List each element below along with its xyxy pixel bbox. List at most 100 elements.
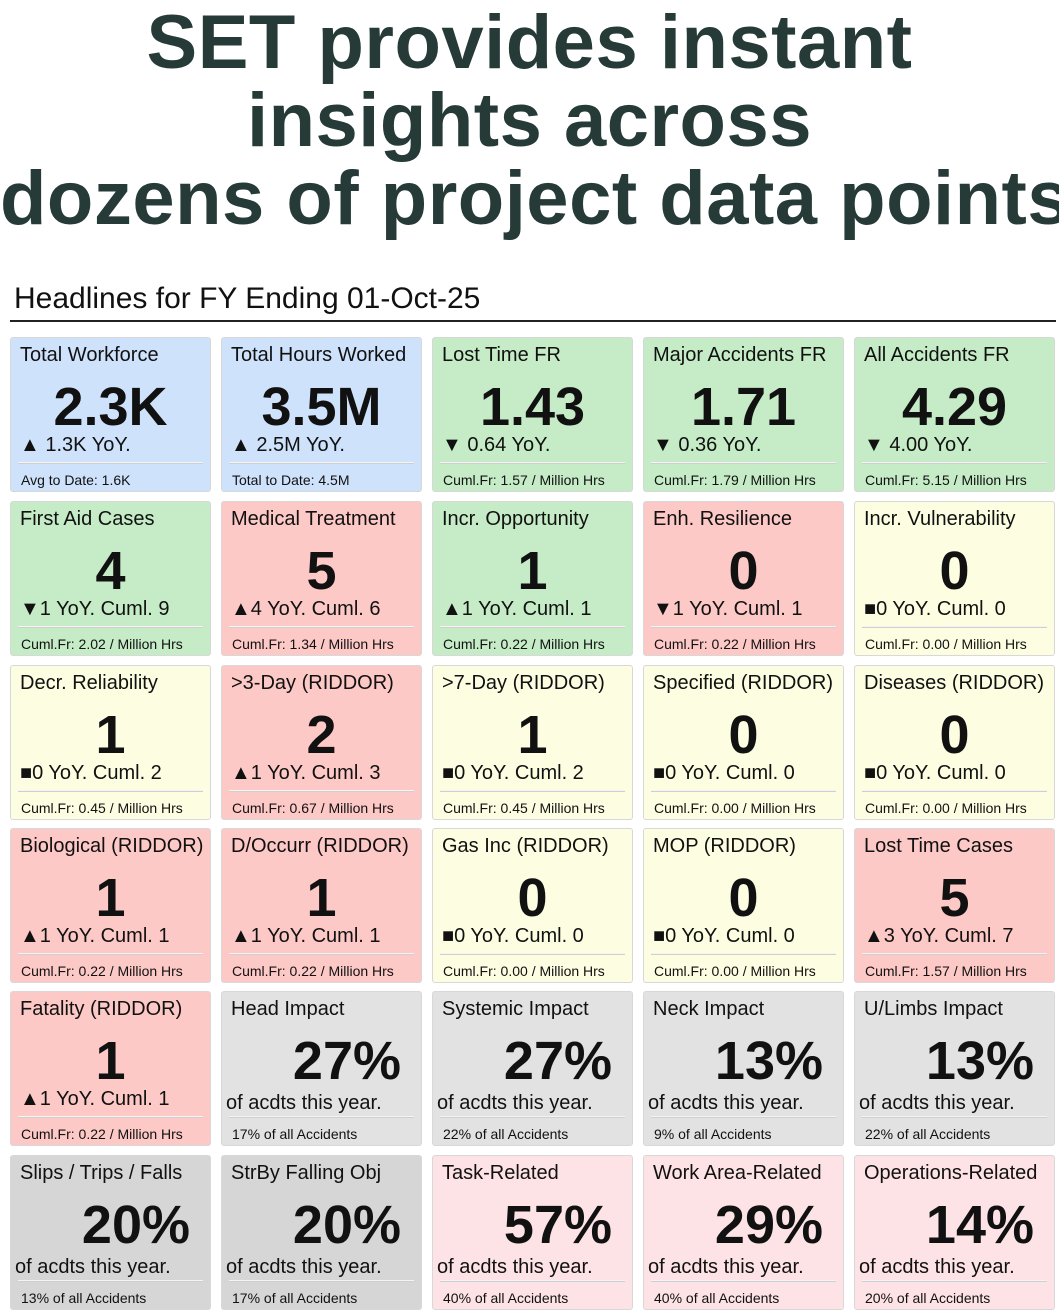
kpi-card-title: Decr. Reliability [20, 672, 158, 694]
kpi-card-title: First Aid Cases [20, 508, 155, 530]
kpi-card-divider [440, 1116, 625, 1118]
kpi-card[interactable]: U/Limbs Impact 13% of acdts this year. 22% … [854, 991, 1055, 1146]
kpi-card[interactable]: Specified (RIDDOR) 0 ■0 YoY. Cuml. 0 Cuml.F… [643, 665, 844, 820]
kpi-card-divider [18, 1116, 203, 1118]
kpi-card-footnote: 40% of all Accidents [654, 1290, 780, 1306]
hero-line-3: dozens of project data points. [0, 156, 1059, 241]
kpi-card-divider [862, 626, 1047, 628]
kpi-card-title: Task-Related [442, 1162, 559, 1184]
kpi-card[interactable]: Fatality (RIDDOR) 1 ▲1 YoY. Cuml. 1 Cuml.Fr… [10, 991, 211, 1146]
kpi-card[interactable]: Neck Impact 13% of acdts this year. 9% of a… [643, 991, 844, 1146]
kpi-card-footnote: Cuml.Fr: 0.00 / Million Hrs [443, 963, 605, 979]
kpi-card-delta: ▲ 2.5M YoY. [231, 434, 345, 456]
kpi-card[interactable]: Biological (RIDDOR) 1 ▲1 YoY. Cuml. 1 Cuml.… [10, 828, 211, 983]
kpi-card[interactable]: Slips / Trips / Falls 20% of acdts this ye… [10, 1155, 211, 1310]
kpi-card-delta: ■0 YoY. Cuml. 2 [20, 762, 162, 784]
kpi-card-divider [862, 790, 1047, 792]
kpi-card-delta: ▲1 YoY. Cuml. 1 [231, 925, 381, 947]
kpi-card-footnote: Cuml.Fr: 0.67 / Million Hrs [232, 800, 394, 816]
kpi-card[interactable]: Total Hours Worked 3.5M ▲ 2.5M YoY. Total t… [221, 337, 422, 492]
kpi-card-delta: ▼ 4.00 YoY. [864, 434, 973, 456]
kpi-card-footnote: Cuml.Fr: 1.57 / Million Hrs [443, 472, 605, 488]
kpi-card-divider [440, 462, 625, 464]
kpi-card-value: 1 [517, 541, 548, 601]
kpi-card-delta: ■0 YoY. Cuml. 0 [653, 925, 795, 947]
kpi-card[interactable]: Task-Related 57% of acdts this year. 40% of… [432, 1155, 633, 1310]
kpi-card-divider [862, 1116, 1047, 1118]
kpi-card-value: 0 [939, 705, 970, 765]
kpi-card-value: 5 [939, 868, 970, 928]
kpi-card-value: 1 [95, 705, 126, 765]
kpi-card[interactable]: Incr. Opportunity 1 ▲1 YoY. Cuml. 1 Cuml.Fr… [432, 501, 633, 656]
kpi-card-footnote: Cuml.Fr: 0.22 / Million Hrs [232, 963, 394, 979]
kpi-card[interactable]: Enh. Resilience 0 ▼1 YoY. Cuml. 1 Cuml.Fr: … [643, 501, 844, 656]
kpi-card-title: All Accidents FR [864, 344, 1010, 366]
kpi-card-delta: ▲ 1.3K YoY. [20, 434, 131, 456]
kpi-card-title: Total Workforce [20, 344, 159, 366]
kpi-card-title: Neck Impact [653, 998, 765, 1020]
kpi-card-value: 13% [925, 1031, 1034, 1091]
kpi-card-delta: ▲3 YoY. Cuml. 7 [864, 925, 1014, 947]
kpi-card-footnote: Cuml.Fr: 2.02 / Million Hrs [21, 636, 183, 652]
kpi-card-delta: of acdts this year. [437, 1256, 593, 1278]
kpi-card-value: 1.43 [479, 377, 586, 437]
kpi-card[interactable]: Incr. Vulnerability 0 ■0 YoY. Cuml. 0 Cuml.… [854, 501, 1055, 656]
kpi-card-value: 29% [714, 1195, 823, 1255]
kpi-card-footnote: Cuml.Fr: 0.00 / Million Hrs [654, 800, 816, 816]
kpi-card-footnote: Cuml.Fr: 0.00 / Million Hrs [865, 636, 1027, 652]
kpi-card[interactable]: Head Impact 27% of acdts this year. 17% of … [221, 991, 422, 1146]
kpi-card-delta: ▲1 YoY. Cuml. 3 [231, 762, 381, 784]
kpi-card-delta: ▲1 YoY. Cuml. 1 [20, 925, 170, 947]
kpi-card[interactable]: Decr. Reliability 1 ■0 YoY. Cuml. 2 Cuml.Fr… [10, 665, 211, 820]
kpi-card-divider [229, 626, 414, 628]
kpi-card-value: 0 [939, 541, 970, 601]
kpi-card-value: 20% [81, 1195, 190, 1255]
kpi-card[interactable]: First Aid Cases 4 ▼1 YoY. Cuml. 9 Cuml.Fr: … [10, 501, 211, 656]
kpi-card[interactable]: Diseases (RIDDOR) 0 ■0 YoY. Cuml. 0 Cuml.Fr… [854, 665, 1055, 820]
kpi-card-divider [229, 1280, 414, 1282]
kpi-card-divider [651, 462, 836, 464]
kpi-card[interactable]: >3-Day (RIDDOR) 2 ▲1 YoY. Cuml. 3 Cuml.Fr: … [221, 665, 422, 820]
kpi-card-delta: ▲1 YoY. Cuml. 1 [442, 598, 592, 620]
kpi-card[interactable]: Total Workforce 2.3K ▲ 1.3K YoY. Avg to Dat… [10, 337, 211, 492]
kpi-card-delta: of acdts this year. [226, 1092, 382, 1114]
kpi-card-title: Enh. Resilience [653, 508, 792, 530]
hero-line-1: SET provides instant [146, 0, 913, 85]
kpi-card-delta: ■0 YoY. Cuml. 0 [653, 762, 795, 784]
kpi-card-footnote: 22% of all Accidents [865, 1126, 991, 1142]
kpi-card[interactable]: Major Accidents FR 1.71 ▼ 0.36 YoY. Cuml.Fr… [643, 337, 844, 492]
kpi-card-footnote: 13% of all Accidents [21, 1290, 147, 1306]
kpi-card-footnote: 17% of all Accidents [232, 1290, 358, 1306]
kpi-card[interactable]: Work Area-Related 29% of acdts this year. 4… [643, 1155, 844, 1310]
kpi-card-value: 1.71 [690, 377, 797, 437]
kpi-card[interactable]: Systemic Impact 27% of acdts this year. 22%… [432, 991, 633, 1146]
kpi-card[interactable]: MOP (RIDDOR) 0 ■0 YoY. Cuml. 0 Cuml.Fr: 0.0… [643, 828, 844, 983]
kpi-card[interactable]: Medical Treatment 5 ▲4 YoY. Cuml. 6 Cuml.Fr… [221, 501, 422, 656]
kpi-card[interactable]: Gas Inc (RIDDOR) 0 ■0 YoY. Cuml. 0 Cuml.Fr:… [432, 828, 633, 983]
kpi-card-delta: ▼ 0.64 YoY. [442, 434, 551, 456]
kpi-card[interactable]: >7-Day (RIDDOR) 1 ■0 YoY. Cuml. 2 Cuml.Fr: … [432, 665, 633, 820]
kpi-card-title: Lost Time FR [442, 344, 561, 366]
kpi-card-title: Medical Treatment [231, 508, 396, 530]
kpi-card[interactable]: All Accidents FR 4.29 ▼ 4.00 YoY. Cuml.Fr: … [854, 337, 1055, 492]
kpi-card-divider [229, 462, 414, 464]
kpi-card-footnote: Avg to Date: 1.6K [21, 472, 131, 488]
kpi-card[interactable]: Lost Time Cases 5 ▲3 YoY. Cuml. 7 Cuml.Fr: … [854, 828, 1055, 983]
kpi-card-delta: ■0 YoY. Cuml. 0 [864, 598, 1006, 620]
kpi-card-delta: ▲1 YoY. Cuml. 1 [20, 1088, 170, 1110]
kpi-card-value: 0 [728, 868, 759, 928]
kpi-card[interactable]: D/Occurr (RIDDOR) 1 ▲1 YoY. Cuml. 1 Cuml.Fr… [221, 828, 422, 983]
kpi-card-divider [18, 462, 203, 464]
kpi-card[interactable]: Lost Time FR 1.43 ▼ 0.64 YoY. Cuml.Fr: 1.57… [432, 337, 633, 492]
kpi-card[interactable]: Operations-Related 14% of acdts this year.… [854, 1155, 1055, 1310]
kpi-card-footnote: Cuml.Fr: 0.22 / Million Hrs [21, 1126, 183, 1142]
kpi-card[interactable]: StrBy Falling Obj 20% of acdts this year. 1… [221, 1155, 422, 1310]
kpi-card-footnote: 17% of all Accidents [232, 1126, 358, 1142]
kpi-card-title: MOP (RIDDOR) [653, 835, 796, 857]
kpi-card-footnote: Cuml.Fr: 0.45 / Million Hrs [443, 800, 605, 816]
kpi-card-title: Total Hours Worked [231, 344, 407, 366]
kpi-card-title: Diseases (RIDDOR) [864, 672, 1045, 694]
kpi-card-value: 5 [306, 541, 337, 601]
kpi-card-title: U/Limbs Impact [864, 998, 1003, 1020]
kpi-card-divider [18, 953, 203, 955]
